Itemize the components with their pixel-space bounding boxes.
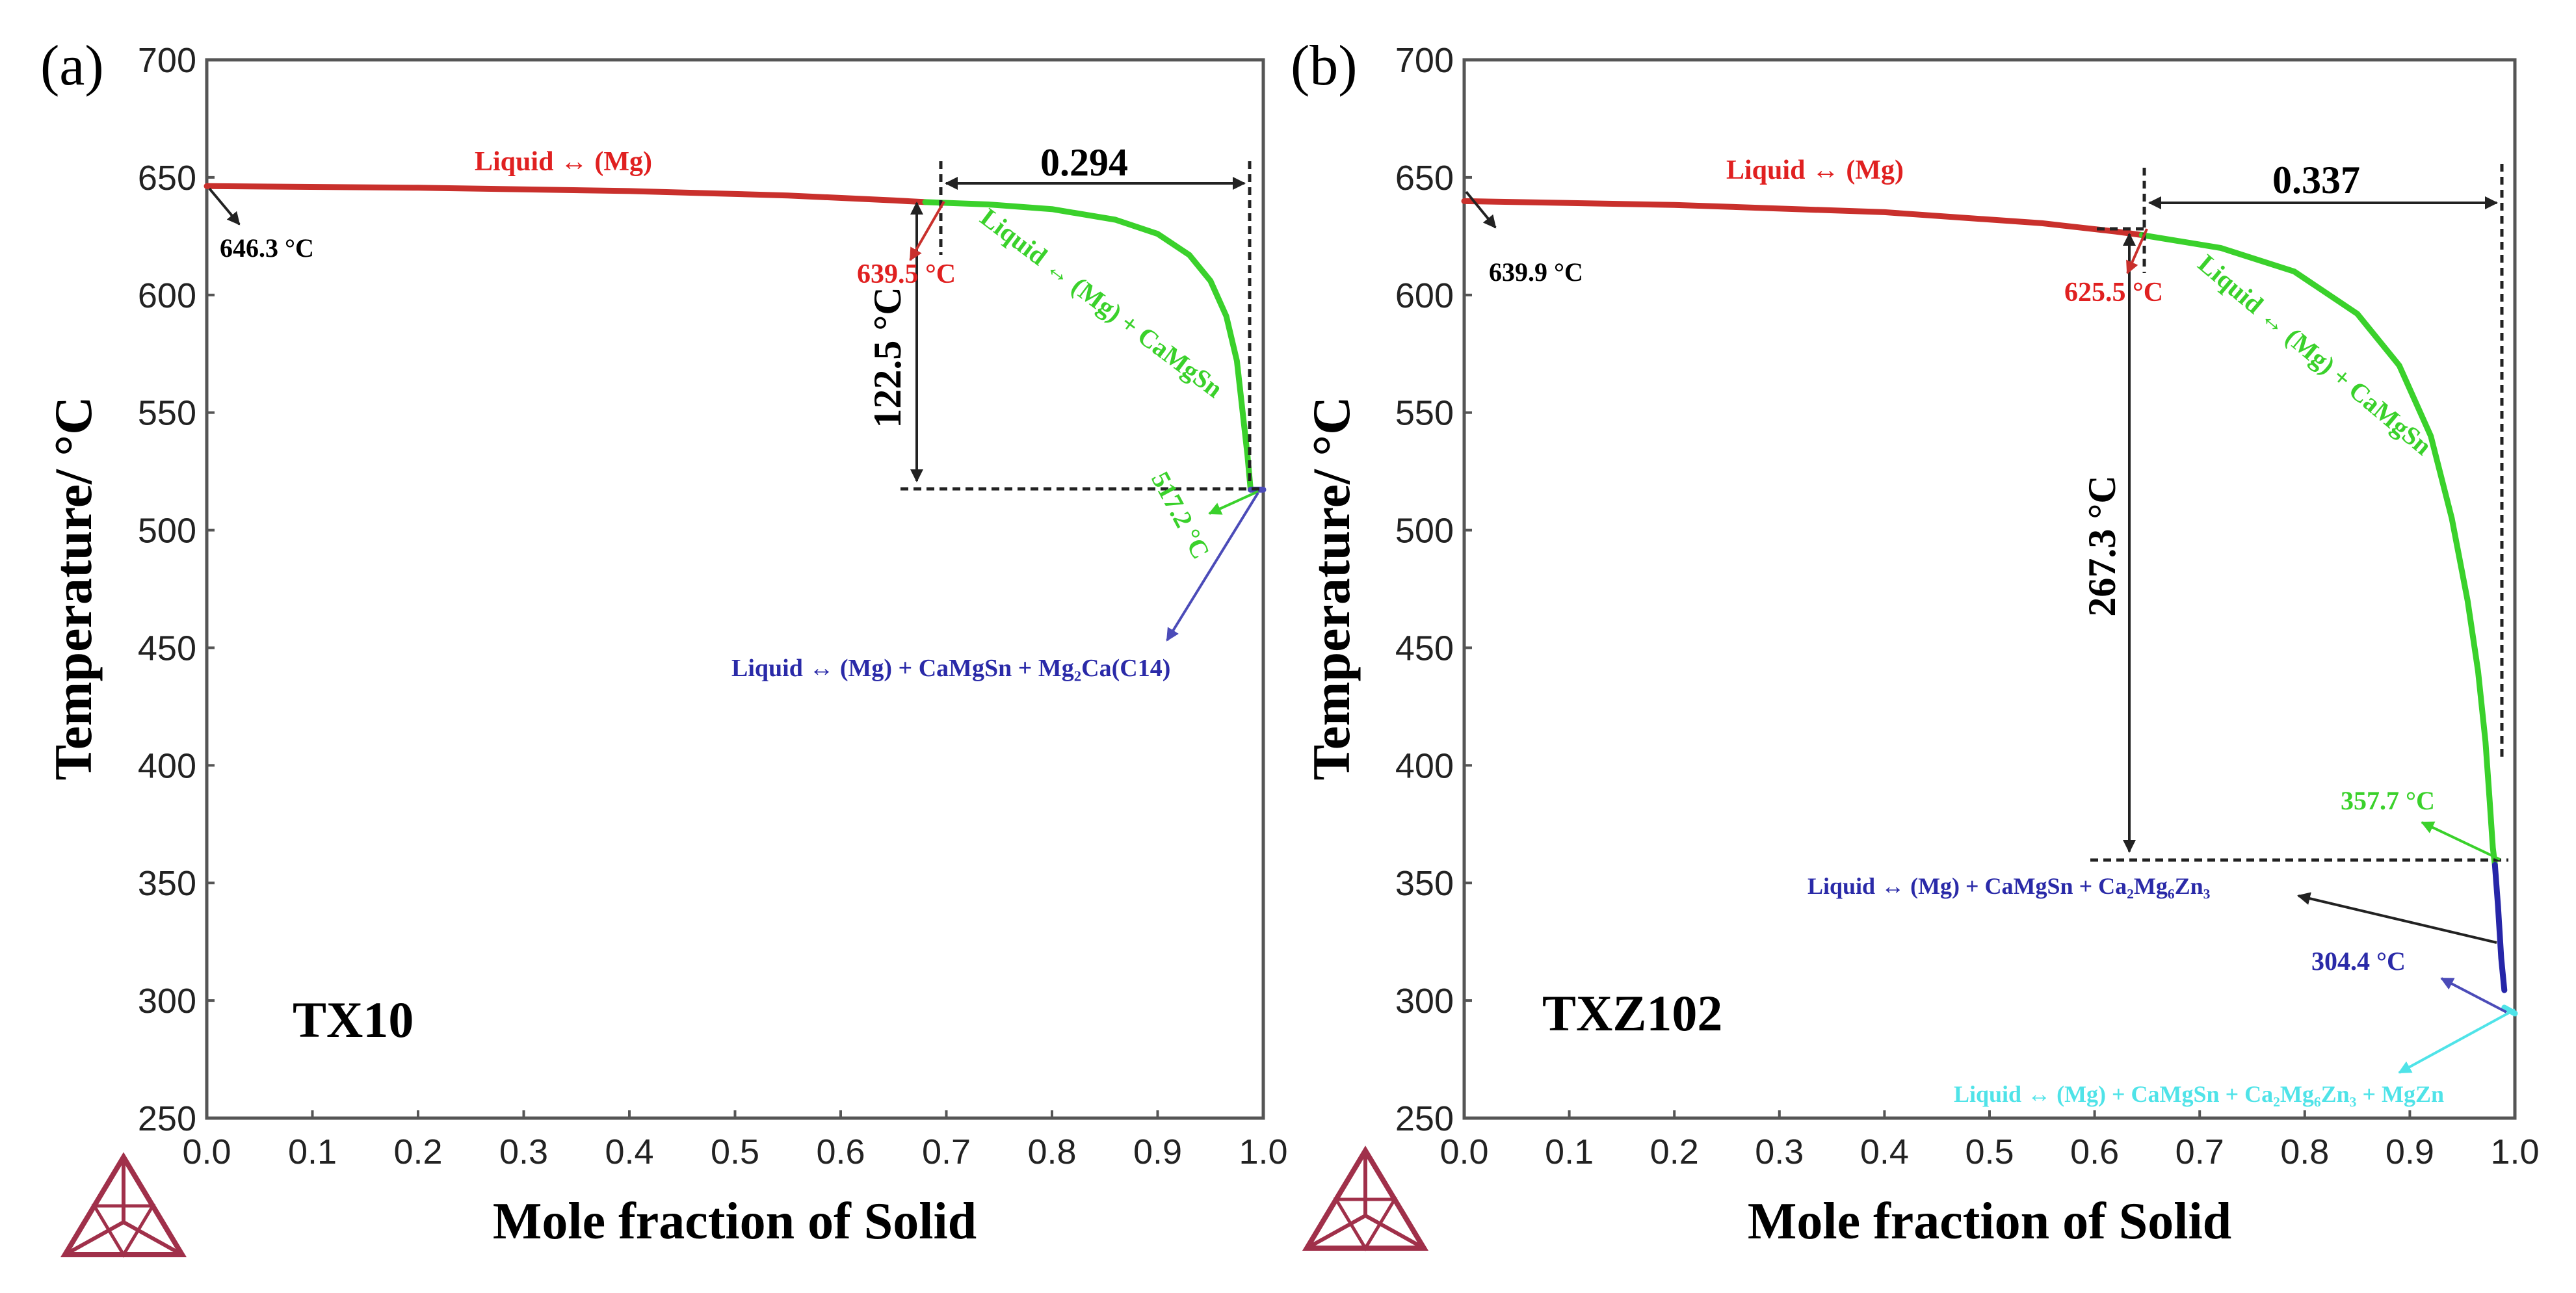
eutectic3-temp-label-b: 304.4 °C (2311, 947, 2406, 976)
x-tick-label-b: 0.8 (2280, 1132, 2329, 1171)
y-tick-label-a: 350 (138, 864, 196, 903)
y-tick-label-a: 300 (138, 982, 196, 1021)
x-tick-label-a: 0.7 (922, 1132, 971, 1171)
eutectic1-temp-label-a: 639.5 °C (857, 259, 956, 289)
y-tick-label-b: 350 (1395, 864, 1454, 903)
series-a (204, 183, 1267, 493)
freezing-range-label-a: 122.5 °C (866, 287, 909, 428)
leader-reaction4-b (2398, 1008, 2516, 1074)
y-tick-label-a: 250 (138, 1099, 196, 1138)
series-line-b-1 (1461, 198, 2145, 238)
panel-b: (b) 0.0 0.1 0.2 0.3 0.4 0.5 0.6 0.7 0.8 0.9 1.0 250… (1291, 34, 2540, 1251)
x-axis-title-a: Mole fraction of Solid (493, 1193, 977, 1250)
y-tick-label-a: 650 (138, 159, 196, 198)
reaction1-label-b: Liquid ↔ (Mg) (1726, 155, 1904, 185)
x-tick-label-b: 0.7 (2175, 1132, 2224, 1171)
leader-eutectic2-a (1208, 490, 1259, 515)
eutectic1-temp-label-b: 625.5 °C (2064, 278, 2163, 307)
y-tick-label-b: 700 (1395, 41, 1454, 80)
y-tick-label-b: 400 (1395, 746, 1454, 785)
alloy-label-b: TXZ102 (1542, 985, 1722, 1041)
liquidus-temp-label-b: 639.9 °C (1489, 257, 1583, 287)
leader-eutectic3-b (2440, 977, 2507, 1013)
x-tick-label-a: 0.4 (605, 1132, 653, 1171)
panel-label-a: (a) (40, 34, 104, 98)
y-tick-label-b: 650 (1395, 159, 1454, 198)
eutectic2-temp-label-a: 517.2 °C (1146, 467, 1216, 564)
leader-liquidus-b (1465, 190, 1497, 229)
x-tick-label-a: 0.8 (1027, 1132, 1076, 1171)
thermocalc-logo-icon-a (60, 1152, 187, 1258)
x-tick-label-b: 0.6 (2070, 1132, 2119, 1171)
x-tick-label-b: 0.2 (1650, 1132, 1699, 1171)
reaction1-label-a: Liquid ↔ (Mg) (475, 147, 652, 177)
thermocalc-logo-icon-b (1302, 1145, 1429, 1251)
y-tick-label-a: 450 (138, 629, 196, 668)
x-tick-label-b: 0.5 (1965, 1132, 2014, 1171)
leader-eutectic2-b (2421, 821, 2501, 861)
alloy-label-a: TX10 (293, 991, 414, 1048)
x-tick-label-b: 0.1 (1545, 1132, 1594, 1171)
leader-eutectic1-a (909, 200, 945, 261)
series-b (1461, 198, 2518, 1017)
y-tick-label-b: 300 (1395, 982, 1454, 1021)
y-tick-label-a: 700 (138, 41, 196, 80)
y-tick-label-b: 550 (1395, 394, 1454, 433)
series-line-b-3 (2491, 861, 2508, 993)
y-tick-label-b: 600 (1395, 276, 1454, 315)
y-tick-label-a: 400 (138, 746, 196, 785)
x-tick-label-a: 0.6 (816, 1132, 865, 1171)
liquidus-temp-label-a: 646.3 °C (220, 233, 314, 263)
x-tick-label-a: 0.9 (1133, 1132, 1182, 1171)
panel-a: (a) 0.0 0.1 0.2 0.3 0.4 0.5 0.6 0.7 0.8 0.9 1.0 250… (40, 34, 1288, 1258)
leader-reaction3-a (1166, 491, 1259, 642)
fraction-range-label-b: 0.337 (2272, 159, 2360, 202)
eutectic2-temp-label-b: 357.7 °C (2341, 786, 2435, 815)
y-tick-label-b: 250 (1395, 1099, 1454, 1138)
reaction3-label-a: Liquid ↔ (Mg) + CaMgSn + Mg₂Ca(C14) (731, 655, 1170, 682)
panel-label-b: (b) (1291, 34, 1358, 98)
y-axis-title-a: Temperature/ °C (44, 397, 103, 781)
y-tick-label-a: 500 (138, 512, 196, 551)
ticks-a: 0.0 0.1 0.2 0.3 0.4 0.5 0.6 0.7 0.8 0.9 1.0 250 300 3… (138, 41, 1288, 1171)
x-tick-label-a: 0.0 (182, 1132, 231, 1171)
y-tick-label-a: 550 (138, 394, 196, 433)
leader-liquidus-a (208, 187, 241, 226)
x-tick-label-a: 1.0 (1239, 1132, 1287, 1171)
y-tick-label-b: 450 (1395, 629, 1454, 668)
reaction3-label-b: Liquid ↔ (Mg) + CaMgSn + Ca₂Mg₆Zn₃ (1807, 873, 2211, 899)
y-tick-label-a: 600 (138, 276, 196, 315)
x-tick-label-b: 0.4 (1860, 1132, 1909, 1171)
reaction2-label-a: Liquid ↔ (Mg) + CaMgSn (975, 202, 1229, 403)
leader-eutectic1-b (2126, 228, 2148, 274)
x-tick-label-a: 0.3 (499, 1132, 548, 1171)
x-tick-label-b: 1.0 (2490, 1132, 2539, 1171)
series-line-b-4 (2501, 1004, 2518, 1017)
x-tick-label-b: 0.9 (2385, 1132, 2434, 1171)
leader-reaction3-b (2297, 892, 2497, 944)
y-axis-title-b: Temperature/ °C (1302, 397, 1361, 781)
series-line-a-1 (204, 183, 928, 205)
x-tick-label-a: 0.2 (393, 1132, 442, 1171)
ticks-b: 0.0 0.1 0.2 0.3 0.4 0.5 0.6 0.7 0.8 0.9 1.0 250 300 3… (1395, 41, 2540, 1171)
x-axis-title-b: Mole fraction of Solid (1748, 1193, 2231, 1250)
x-tick-label-a: 0.1 (288, 1132, 337, 1171)
x-tick-label-b: 0.0 (1439, 1132, 1488, 1171)
reaction4-label-b: Liquid ↔ (Mg) + CaMgSn + Ca₂Mg₆Zn₃ + MgZ… (1954, 1081, 2444, 1107)
series-line-a-2 (922, 199, 1254, 493)
y-tick-label-b: 500 (1395, 512, 1454, 551)
reaction2-label-b: Liquid ↔ (Mg) + CaMgSn (2192, 248, 2438, 460)
x-tick-label-a: 0.5 (711, 1132, 759, 1171)
fraction-range-label-a: 0.294 (1040, 141, 1128, 184)
series-line-b-2 (2138, 232, 2498, 868)
freezing-range-label-b: 267.3 °C (2081, 475, 2123, 616)
x-tick-label-b: 0.3 (1755, 1132, 1804, 1171)
